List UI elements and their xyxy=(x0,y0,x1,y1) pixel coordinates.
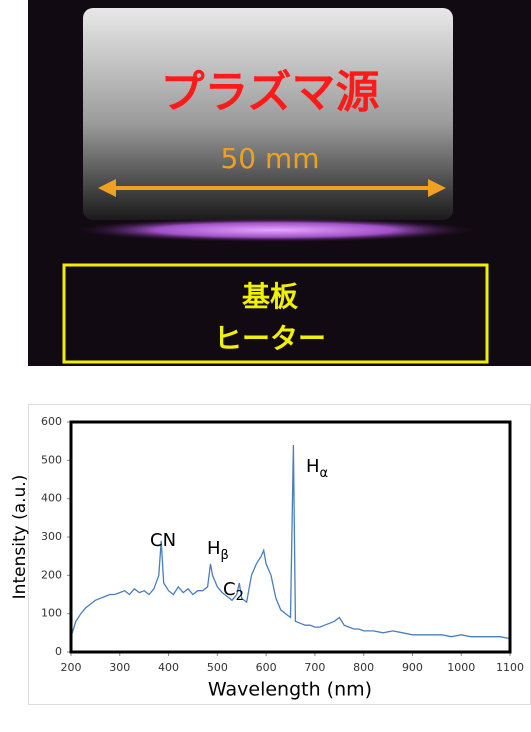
annotation-text: H xyxy=(207,538,221,559)
chart-frame xyxy=(29,405,531,705)
figure: プラズマ源 50 mm 基板 ヒーター 0 100 200 300 400 500 600 2… xyxy=(0,0,531,728)
x-tick-label: 600 xyxy=(256,661,277,674)
photo: プラズマ源 50 mm 基板 ヒーター xyxy=(28,0,531,366)
annotation-text: H xyxy=(306,456,320,477)
x-tick-label: 1000 xyxy=(447,661,475,674)
y-axis-title: Intensity (a.u.) xyxy=(10,475,30,600)
x-tick-label: 1100 xyxy=(496,661,524,674)
x-tick-label: 300 xyxy=(109,661,130,674)
x-tick-label: 400 xyxy=(158,661,179,674)
annotation-text: C xyxy=(223,579,236,600)
x-tick-label: 800 xyxy=(353,661,374,674)
spectrum-line xyxy=(71,445,510,639)
x-tick-label: 200 xyxy=(61,661,82,674)
annotation-subscript: β xyxy=(221,548,229,563)
x-tick-label: 500 xyxy=(207,661,228,674)
annotation: Hβ xyxy=(207,538,229,563)
y-tick-label: 0 xyxy=(55,645,62,658)
y-tick-label: 100 xyxy=(41,607,62,620)
source-label: プラズマ源 xyxy=(160,67,379,118)
y-tick-label: 300 xyxy=(41,530,62,543)
y-tick-label: 400 xyxy=(41,492,62,505)
heater-label: ヒーター xyxy=(214,322,326,355)
y-tick-label: 600 xyxy=(41,415,62,428)
annotation-subscript: 2 xyxy=(236,589,244,604)
dimension-label: 50 mm xyxy=(220,142,319,175)
annotation-text: CN xyxy=(150,530,176,551)
page: プラズマ源 50 mm 基板 ヒーター 0 100 200 300 400 500 600 2… xyxy=(0,0,531,728)
x-tick-label: 900 xyxy=(402,661,423,674)
y-tick-label: 500 xyxy=(41,453,62,466)
x-tick-label: 700 xyxy=(304,661,325,674)
annotation: CN xyxy=(150,530,176,551)
chart: 0 100 200 300 400 500 600 200 300 400 500 600 700 800… xyxy=(10,415,524,701)
annotation: Hα xyxy=(306,456,328,481)
plasma-glow xyxy=(75,218,475,242)
annotation-subscript: α xyxy=(320,466,329,481)
annotation: C2 xyxy=(223,579,244,604)
substrate-label: 基板 xyxy=(242,280,298,313)
y-tick-label: 200 xyxy=(41,568,62,581)
x-axis-title: Wavelength (nm) xyxy=(208,679,372,701)
